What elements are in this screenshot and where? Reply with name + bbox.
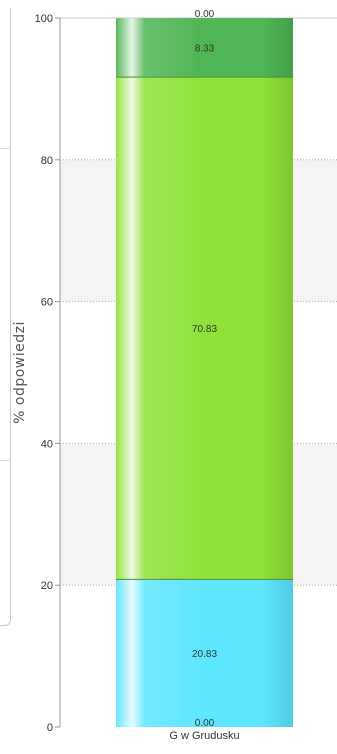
- panel-divider: [0, 460, 10, 461]
- panel-divider: [0, 148, 10, 149]
- data-label-zero: 0.00: [195, 9, 215, 20]
- y-tick-label: 20: [41, 580, 53, 592]
- y-tick-label: 100: [35, 13, 53, 25]
- data-label: 20.83: [192, 649, 217, 660]
- x-category-label: G w Grudusku: [169, 730, 239, 742]
- bar-segment-shine: [116, 18, 293, 78]
- y-tick-label: 60: [41, 297, 53, 309]
- y-tick-label: 40: [41, 438, 53, 450]
- left-panel-edge: [0, 8, 11, 626]
- data-label-zero: 0.00: [195, 718, 215, 729]
- y-tick-label: 80: [41, 155, 53, 167]
- data-label: 8.33: [195, 44, 215, 55]
- y-tick-label: 0: [47, 722, 53, 734]
- bar-segment-shine: [116, 579, 293, 727]
- bar-segment-shine: [116, 77, 293, 580]
- data-label: 70.83: [192, 324, 217, 335]
- y-axis-title: % odpowiedzi: [12, 321, 28, 424]
